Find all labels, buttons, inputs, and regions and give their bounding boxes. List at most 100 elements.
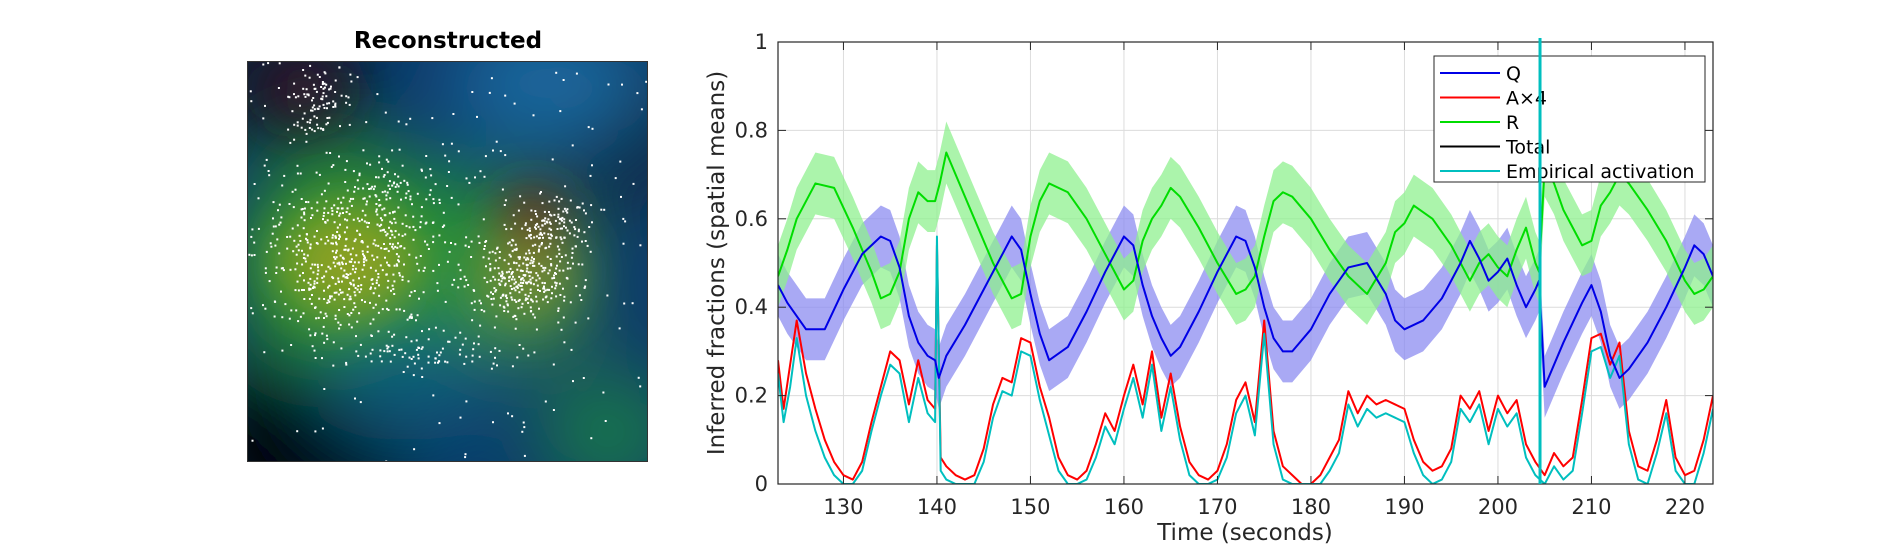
scatter-point [502,276,505,279]
scatter-point [398,274,401,277]
scatter-point [467,284,470,286]
scatter-point [543,287,546,290]
scatter-point [413,448,416,451]
scatter-point [557,307,560,310]
scatter-point [335,291,338,294]
scatter-point [344,248,347,251]
scatter-point [550,228,553,231]
scatter-point [398,308,401,311]
scatter-point [544,217,547,220]
scatter-point [419,226,422,229]
scatter-point [350,80,353,83]
x-tick-label: 180 [1291,495,1331,519]
scatter-point [441,143,444,146]
scatter-point [600,208,603,211]
scatter-point [251,439,254,442]
scatter-point [317,316,320,319]
scatter-point [372,188,375,191]
scatter-point [384,256,386,259]
scatter-point [397,206,400,209]
scatter-point [348,314,351,317]
scatter-point [403,309,406,312]
scatter-point [524,274,526,277]
y-tick-label: 0.2 [735,384,768,408]
scatter-point [519,269,522,272]
scatter-point [381,208,384,211]
scatter-point [504,295,507,298]
scatter-point [556,245,559,248]
scatter-point [544,222,547,225]
scatter-point [338,66,341,69]
scatter-point [530,237,533,240]
scatter-point [335,256,338,259]
scatter-point [301,208,304,210]
scatter-point [421,376,424,378]
scatter-point [438,422,441,425]
scatter-point [528,227,531,230]
scatter-point [584,279,587,282]
scatter-point [391,243,394,246]
scatter-point [525,252,528,255]
scatter-point [322,325,325,328]
scatter-point [333,298,336,301]
scatter-point [520,284,523,287]
scatter-point [303,211,306,214]
x-axis-label: Time (seconds) [1156,520,1333,544]
scatter-point [438,202,441,204]
scatter-point [459,348,462,351]
scatter-point [363,254,366,257]
scatter-point [302,227,305,230]
scatter-point [492,297,495,300]
scatter-point [423,266,426,269]
scatter-point [622,217,625,220]
scatter-point [311,128,314,131]
scatter-point [397,233,400,236]
scatter-point [424,240,426,243]
scatter-point [251,312,254,315]
scatter-point [505,271,508,274]
scatter-point [473,308,476,311]
scatter-point [427,355,430,358]
scatter-point [310,302,313,305]
scatter-point [555,282,558,285]
scatter-point [352,264,355,267]
scatter-point [263,351,266,354]
scatter-point [305,132,308,135]
scatter-point [305,88,308,91]
scatter-point [411,203,413,206]
scatter-point [281,349,284,352]
scatter-point [484,155,487,158]
scatter-point [360,288,363,291]
scatter-point [369,187,372,190]
scatter-point [388,226,390,229]
scatter-point [454,336,457,339]
scatter-point [522,421,525,424]
scatter-point [250,254,253,257]
legend-entry: A×4 [1506,88,1547,110]
scatter-point [356,229,359,232]
scatter-point [535,328,538,331]
scatter-point [511,365,514,368]
scatter-point [334,236,337,239]
scatter-point [345,238,348,241]
scatter-point [356,179,359,182]
scatter-point [327,299,330,302]
scatter-point [368,188,371,190]
scatter-point [332,164,335,167]
scatter-point [305,140,308,143]
scatter-point [417,353,420,356]
scatter-point [348,288,351,291]
scatter-point [539,228,542,231]
scatter-point [421,330,423,333]
scatter-point [395,253,398,256]
scatter-point [497,267,500,270]
scatter-point [283,174,286,177]
scatter-point [503,310,506,312]
scatter-point [275,266,278,269]
scatter-point [361,240,364,242]
scatter-point [316,107,319,110]
scatter-point [558,248,561,251]
scatter-point [384,111,387,114]
scatter-point [336,226,339,229]
scatter-point [578,294,581,297]
